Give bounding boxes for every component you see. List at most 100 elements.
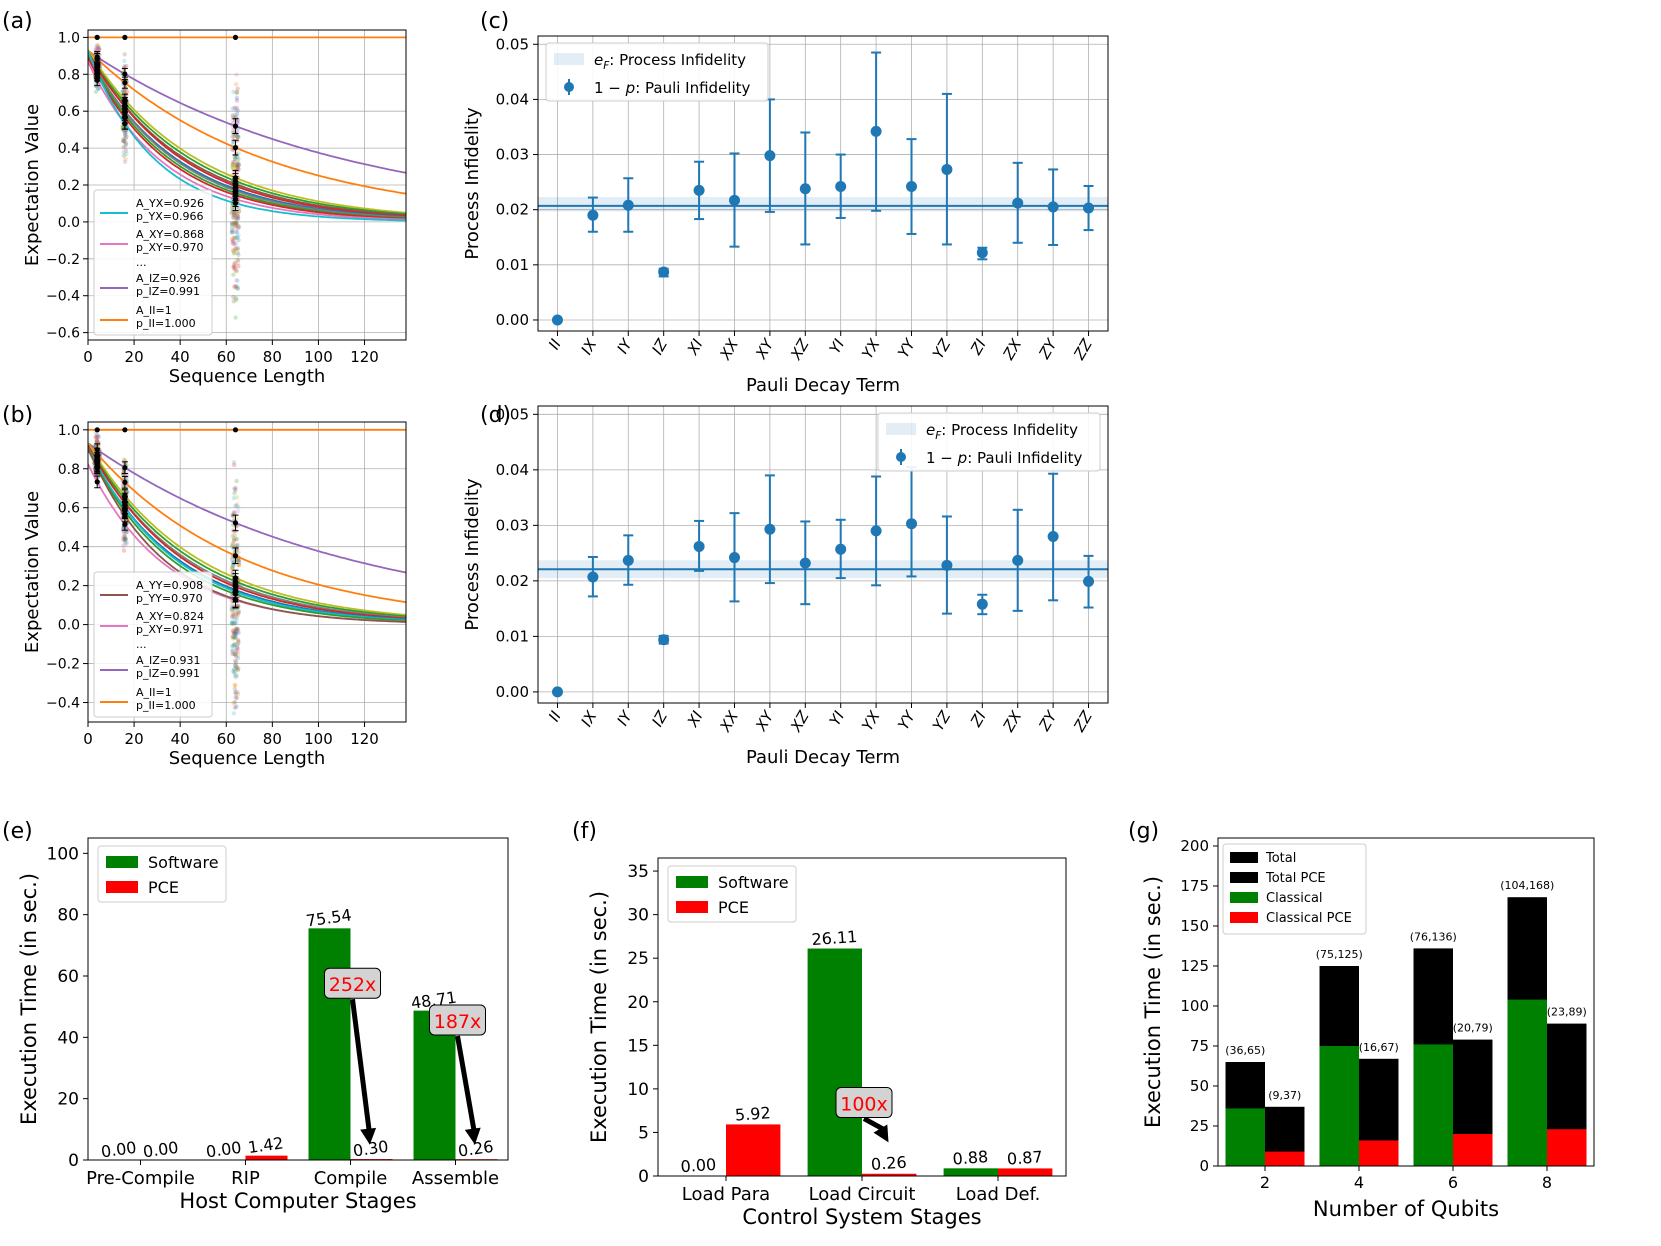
sample-point [235, 230, 240, 235]
sample-point [235, 154, 240, 160]
panel-label-b: (b) [2, 403, 33, 428]
sample-point [124, 134, 129, 139]
sample-point [236, 263, 241, 269]
x-tick-label-IX: IX [577, 707, 600, 729]
sample-point [96, 434, 101, 440]
x-tick-label-YY: YY [894, 334, 920, 360]
pauli-infidelity-point-YX [870, 125, 882, 137]
sample-point [231, 711, 237, 716]
x-tick-label: 4 [1354, 1173, 1364, 1192]
sample-point [236, 557, 241, 563]
x-tick-label-YX: YX [858, 707, 884, 733]
bar-value-label: 0.26 [457, 1137, 495, 1161]
y-tick-label: 1.0 [58, 30, 80, 46]
sample-point [231, 670, 236, 675]
sample-point [124, 90, 129, 95]
legend-swatch [1230, 872, 1258, 883]
sample-point [122, 132, 128, 137]
sample-point [122, 536, 128, 541]
sample-point [230, 165, 235, 171]
legend-label: PCE [718, 898, 749, 917]
sample-point [235, 504, 241, 510]
sample-point [122, 88, 127, 94]
sample-point [234, 665, 239, 670]
mean-point [232, 145, 239, 151]
sample-point [234, 620, 239, 625]
x-axis-label: Sequence Length [169, 748, 326, 769]
sample-point [230, 162, 235, 168]
legend-label: Software [148, 853, 219, 872]
sample-point [236, 550, 241, 555]
process-infidelity-band [538, 197, 1108, 212]
y-tick-label: −0.2 [46, 252, 80, 268]
sample-point [121, 136, 127, 141]
x-axis-label: Pauli Decay Term [746, 747, 900, 768]
legend-band-swatch [886, 423, 916, 435]
y-tick-label: 0.2 [58, 178, 80, 194]
sample-point [233, 246, 238, 252]
x-tick-label: Load Circuit [809, 1184, 916, 1205]
bar-label-total: (75,125) [1316, 948, 1363, 961]
y-tick-label: 0.05 [496, 35, 529, 53]
mean-point [122, 465, 128, 471]
x-tick-label-II: II [545, 336, 565, 353]
sample-point [234, 495, 240, 500]
sample-point [121, 89, 126, 95]
sample-point [232, 699, 238, 705]
sample-point [231, 532, 237, 538]
y-tick-label: 20 [627, 993, 649, 1013]
legend-label: A_XY=0.824 [136, 610, 204, 623]
sample-point [233, 662, 238, 668]
sample-point [235, 626, 241, 632]
bar-value-label: 0.87 [1006, 1147, 1043, 1168]
sample-point [94, 434, 99, 440]
sample-point [231, 538, 237, 544]
decay-curve-IX [88, 49, 406, 214]
legend-label: Total PCE [1265, 871, 1326, 886]
sample-point [233, 658, 238, 664]
sample-point [233, 626, 239, 631]
sample-point [236, 233, 241, 238]
pauli-infidelity-point-ZY [1047, 201, 1059, 213]
sample-point [229, 237, 235, 242]
sample-point [230, 542, 236, 547]
sample-point [122, 540, 128, 545]
sample-point [233, 690, 238, 696]
sample-point [231, 611, 236, 616]
sample-point [232, 264, 237, 270]
sample-point [231, 89, 236, 94]
sample-point [235, 655, 241, 661]
sample-point [231, 272, 236, 277]
bar-label-total: (36,65) [1225, 1044, 1265, 1057]
legend-sublabel: p_XY=0.971 [136, 623, 203, 636]
sample-point [230, 541, 235, 546]
bar-classical-pce-6 [1453, 1134, 1493, 1166]
sample-point [230, 127, 236, 133]
x-tick-label: Assemble [412, 1168, 499, 1189]
y-tick-label: 30 [627, 906, 649, 926]
y-tick-label: 80 [57, 906, 79, 926]
sample-point [234, 95, 240, 101]
x-axis-label: Sequence Length [169, 366, 326, 387]
sample-point [231, 460, 237, 465]
sample-point [235, 226, 241, 231]
mean-point [94, 34, 100, 40]
pauli-infidelity-point-ZX [1012, 197, 1024, 209]
y-tick-label: −0.4 [46, 696, 80, 712]
sample-point [231, 215, 236, 220]
pauli-infidelity-point-YY [906, 181, 918, 193]
sample-point [231, 235, 237, 240]
sample-point [232, 284, 237, 290]
sample-point [230, 221, 235, 227]
sample-point [236, 163, 241, 168]
sample-point [233, 315, 238, 320]
sample-point [232, 212, 237, 217]
speedup-badge [429, 1004, 486, 1036]
sample-point [120, 485, 126, 490]
x-tick-label: Load Para [682, 1184, 770, 1205]
sample-point [230, 647, 235, 653]
speedup-badge [835, 1087, 893, 1119]
sample-point [233, 631, 239, 637]
sample-point [235, 223, 241, 228]
bar-value-label: 0.00 [100, 1138, 138, 1162]
